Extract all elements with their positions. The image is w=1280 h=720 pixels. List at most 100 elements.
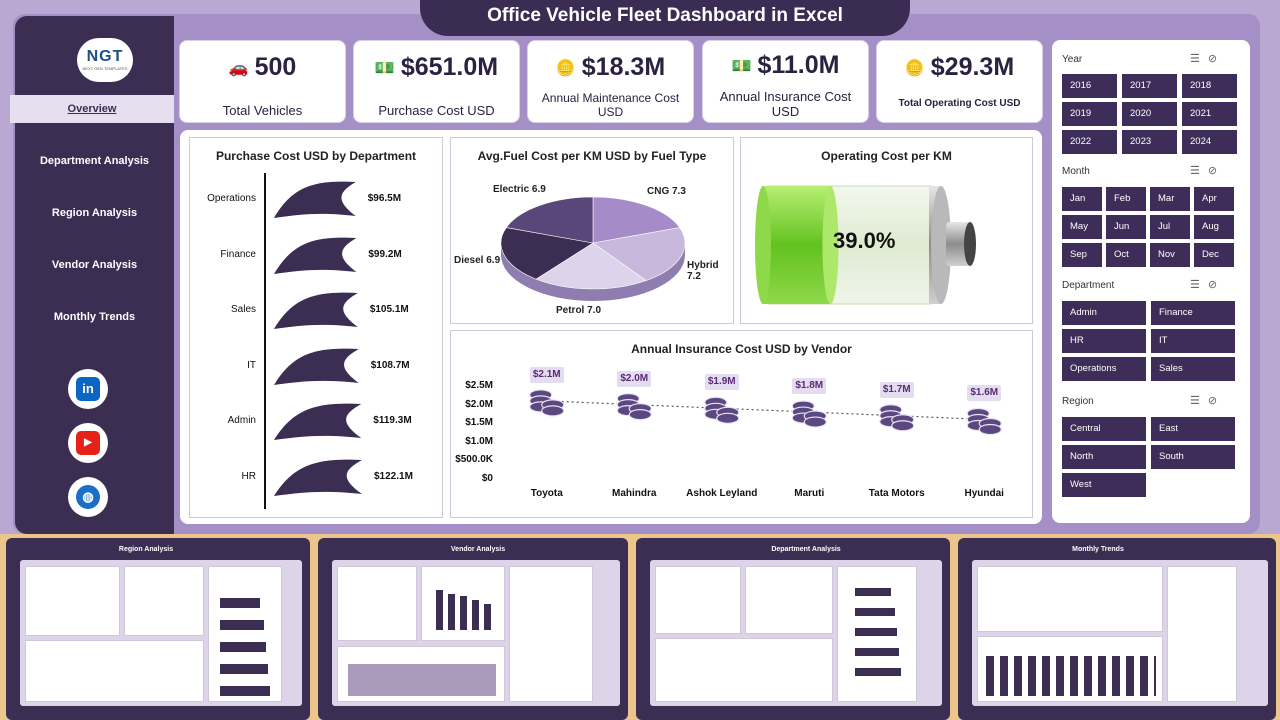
slicer-item-year[interactable]: 2016 xyxy=(1062,74,1117,98)
dept-category-label: Admin xyxy=(227,415,256,426)
slicer-item-month[interactable]: May xyxy=(1062,215,1102,239)
slicer-item-department[interactable]: IT xyxy=(1151,329,1235,353)
slicer-item-year[interactable]: 2019 xyxy=(1062,102,1117,126)
kpi-total-vehicles: 🚗 500 Total Vehicles xyxy=(179,40,346,123)
pie-label-diesel: Diesel 6.9 xyxy=(454,255,501,266)
multi-select-icon[interactable]: ☰⊘ xyxy=(1190,279,1226,291)
kpi-insurance-cost: 💵 $11.0M Annual Insurance Cost USD xyxy=(702,40,869,123)
dept-value-label: $105.1M xyxy=(369,304,409,315)
thumbnail-title: Monthly Trends xyxy=(1072,546,1124,553)
linkedin-icon: in xyxy=(76,377,100,401)
logo-subtitle: NEXT GEN TEMPLATES xyxy=(82,66,128,71)
dept-value-label: $99.2M xyxy=(368,248,402,260)
y-tick-label: $500.0K xyxy=(455,454,493,466)
y-tick-label: $2.0M xyxy=(465,398,493,410)
slicer-item-region[interactable]: East xyxy=(1151,417,1235,441)
linkedin-button[interactable]: in xyxy=(68,369,108,409)
dept-category-label: IT xyxy=(247,359,256,371)
slicer-item-month[interactable]: Aug xyxy=(1194,215,1234,239)
coin-stack-marker xyxy=(704,396,740,424)
pie-slice-diesel xyxy=(505,196,594,244)
nav-item-department-analysis[interactable]: Department Analysis xyxy=(39,155,150,167)
slicer-item-month[interactable]: Dec xyxy=(1194,243,1234,267)
kpi-operating-cost: 🪙 $29.3M Total Operating Cost USD xyxy=(876,40,1043,123)
nav-item-monthly-trends[interactable]: Monthly Trends xyxy=(53,311,136,323)
cash-icon: 💵 xyxy=(731,58,752,76)
dept-bar xyxy=(274,292,358,329)
slicer-item-department[interactable]: Admin xyxy=(1062,301,1146,325)
thumbnail-title: Region Analysis xyxy=(118,546,174,553)
nav-item-region-analysis[interactable]: Region Analysis xyxy=(51,207,138,219)
youtube-button[interactable]: ▶ xyxy=(68,423,108,463)
dept-bar xyxy=(274,181,356,218)
thumbnail-title: Vendor Analysis xyxy=(450,546,506,553)
slicer-item-department[interactable]: Operations xyxy=(1062,357,1146,381)
logo: NGT NEXT GEN TEMPLATES xyxy=(77,38,133,82)
thumbnail-monthly-trends[interactable]: Monthly Trends xyxy=(958,538,1276,720)
dept-value-label: $119.3M xyxy=(373,415,412,426)
y-tick-label: $2.5M xyxy=(465,380,493,391)
coin-stack-marker xyxy=(791,400,827,428)
coin-stack-marker xyxy=(879,404,915,432)
slicer-item-month[interactable]: Apr xyxy=(1194,187,1234,211)
nav-item-vendor-analysis[interactable]: Vendor Analysis xyxy=(51,259,138,271)
chart-title: Purchase Cost USD by Department xyxy=(215,149,417,163)
website-button[interactable]: ◍ xyxy=(68,477,108,517)
slicer-item-year[interactable]: 2022 xyxy=(1062,130,1117,154)
slicer-item-region[interactable]: West xyxy=(1062,473,1146,497)
slicer-item-department[interactable]: HR xyxy=(1062,329,1146,353)
slicer-item-region[interactable]: South xyxy=(1151,445,1235,469)
pie-label-cng: CNG 7.3 xyxy=(647,186,686,197)
slicer-item-region[interactable]: Central xyxy=(1062,417,1146,441)
chart-area: Purchase Cost USD by Department Operatio… xyxy=(180,130,1042,524)
slicer-item-year[interactable]: 2023 xyxy=(1122,130,1177,154)
multi-select-icon[interactable]: ☰⊘ xyxy=(1190,53,1226,65)
y-tick-label: $1.0M xyxy=(465,435,493,447)
slicer-item-year[interactable]: 2017 xyxy=(1122,74,1177,98)
kpi-value: $651.0M xyxy=(400,53,499,81)
thumbnail-region-analysis[interactable]: Region Analysis xyxy=(6,538,310,720)
slicer-item-month[interactable]: Oct xyxy=(1106,243,1146,267)
slicer-item-year[interactable]: 2021 xyxy=(1182,102,1237,126)
dept-value-label: $122.1M xyxy=(374,470,413,482)
thumbnail-title: Department Analysis xyxy=(771,546,841,553)
pie-slice-electric xyxy=(592,196,681,244)
dept-category-label: HR xyxy=(241,470,256,482)
vendor-value-label: $1.6M xyxy=(967,385,1002,402)
kpi-maintenance-cost: 🪙 $18.3M Annual Maintenance Cost USD xyxy=(527,40,694,123)
slicer-item-year[interactable]: 2018 xyxy=(1182,74,1237,98)
thumbnail-vendor-analysis[interactable]: Vendor Analysis xyxy=(318,538,628,720)
slicer-item-month[interactable]: Jun xyxy=(1106,215,1146,239)
slicer-item-department[interactable]: Finance xyxy=(1151,301,1235,325)
pie-label-electric: Electric 6.9 xyxy=(493,184,546,195)
vendor-value-label: $1.8M xyxy=(792,378,827,395)
purchase-by-dept-panel: Purchase Cost USD by Department Operatio… xyxy=(189,137,443,518)
kpi-value: $29.3M xyxy=(930,53,1015,81)
slicer-item-year[interactable]: 2020 xyxy=(1122,102,1177,126)
dept-bar xyxy=(274,237,357,274)
kpi-label: Annual Insurance Cost USD xyxy=(719,89,852,119)
vendor-category-label: Toyota xyxy=(530,488,563,499)
battery-fill xyxy=(763,186,831,304)
nav-item-overview[interactable]: Overview xyxy=(10,95,174,123)
chart-title: Annual Insurance Cost USD by Vendor xyxy=(631,342,852,356)
slicer-item-month[interactable]: Jul xyxy=(1150,215,1190,239)
chart-title: Operating Cost per KM xyxy=(821,149,952,163)
dept-category-label: Operations xyxy=(207,193,256,204)
thumbnail-strip: Region Analysis Vendor Analysis xyxy=(0,534,1280,720)
thumbnail-department-analysis[interactable]: Department Analysis xyxy=(636,538,950,720)
multi-select-icon[interactable]: ☰⊘ xyxy=(1190,165,1226,177)
slicer-item-month[interactable]: Nov xyxy=(1150,243,1190,267)
slicer-item-department[interactable]: Sales xyxy=(1151,357,1235,381)
slicer-item-year[interactable]: 2024 xyxy=(1182,130,1237,154)
slicer-item-month[interactable]: Jan xyxy=(1062,187,1102,211)
dashboard: NGT NEXT GEN TEMPLATES Overview Departme… xyxy=(10,0,1260,534)
slicer-item-month[interactable]: Mar xyxy=(1150,187,1190,211)
slicer-panel: Year ☰⊘ 2016 2017 2018 2019 2020 2021 2022 2023 20… xyxy=(1052,40,1250,523)
dept-bar xyxy=(274,459,362,496)
slicer-item-month[interactable]: Sep xyxy=(1062,243,1102,267)
slicer-item-month[interactable]: Feb xyxy=(1106,187,1146,211)
multi-select-icon[interactable]: ☰⊘ xyxy=(1190,395,1226,407)
coin-stack-marker xyxy=(616,392,652,421)
slicer-item-region[interactable]: North xyxy=(1062,445,1146,469)
